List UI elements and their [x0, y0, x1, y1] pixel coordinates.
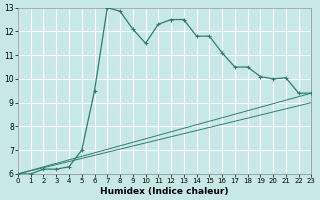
X-axis label: Humidex (Indice chaleur): Humidex (Indice chaleur)	[100, 187, 229, 196]
